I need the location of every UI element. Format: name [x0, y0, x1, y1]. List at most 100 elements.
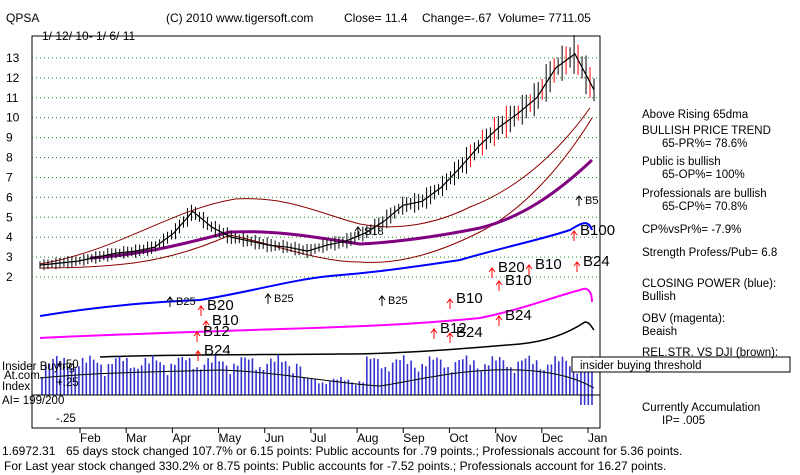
signal-arrow-2	[202, 320, 210, 331]
y-tick-13: 13	[6, 51, 20, 65]
insider-threshold-box	[571, 356, 791, 373]
signal-label-16: B100	[580, 222, 615, 239]
volume-value: Volume= 7711.05	[498, 11, 591, 25]
signal-label-3: B12	[203, 323, 230, 340]
signal-label-15: B5	[585, 195, 598, 207]
y-tick-12: 12	[6, 71, 20, 85]
y-tick-6: 6	[6, 190, 13, 204]
signal-label-17: B24	[583, 253, 610, 270]
signal-label-14: B24	[505, 307, 532, 324]
month-label-11: Jan	[588, 431, 607, 445]
signal-label-7: B25	[388, 295, 408, 307]
footer-prefix: 1.6972.31	[2, 444, 56, 458]
gridlines	[32, 57, 600, 278]
relative-strength-line	[99, 321, 595, 358]
month-label-2: Apr	[172, 431, 191, 445]
y-tick-9: 9	[6, 131, 13, 145]
y-tick-4: 4	[6, 230, 13, 244]
panel-line-7: 65-CP%= 70.8%	[662, 201, 747, 213]
signal-label-10: B24	[456, 324, 483, 341]
month-label-5: Jul	[311, 431, 326, 445]
signal-label-12: B10	[505, 272, 532, 289]
index-label: Index	[2, 381, 30, 393]
signal-arrow-5	[264, 293, 272, 304]
panel-line-6: Professionals are bullish	[642, 188, 767, 200]
signal-label-11: B20	[498, 259, 525, 276]
right-panel: Above Rising 65dma BULLISH PRICE TREND 6…	[642, 109, 778, 427]
obv-line	[39, 287, 593, 339]
panel-line-4: Public is bullish	[642, 156, 721, 168]
insider-buying-label: Insider Buying	[2, 361, 75, 373]
y-tick-8: 8	[6, 151, 13, 165]
month-label-3: May	[219, 431, 242, 445]
signal-label-5: B25	[274, 293, 294, 305]
signal-label-1: B20	[207, 297, 234, 314]
month-label-6: Aug	[357, 431, 378, 445]
atcom-label: At.com	[4, 370, 40, 382]
signal-arrow-14	[495, 315, 503, 326]
price-line	[39, 53, 595, 266]
signal-label-8: B10	[456, 290, 483, 307]
signal-label-9: B12	[440, 320, 467, 337]
month-label-8: Oct	[449, 431, 468, 445]
month-label-0: Feb	[80, 431, 101, 445]
signal-arrow-16	[570, 230, 578, 241]
signal-label-0: B25	[176, 296, 196, 308]
ticker: QPSA	[6, 11, 39, 25]
plus50-label: +.50	[56, 359, 79, 371]
panel-line-13: Beaish	[642, 326, 677, 338]
footer-line-2: For Last year stock changed 330.2% or 8.…	[4, 459, 666, 473]
change-value: Change=-.67	[422, 11, 492, 25]
closing-power-line	[39, 222, 593, 317]
y-tick-2: 2	[6, 270, 13, 284]
moving-average-65	[89, 158, 594, 260]
month-label-7: Sep	[403, 431, 425, 445]
month-label-1: Mar	[126, 431, 147, 445]
panel-line-16: IP= .005	[662, 415, 705, 427]
signal-arrow-8	[446, 298, 454, 309]
panel-line-9: Strength Profess/Pub= 6.8	[642, 247, 777, 259]
signal-label-6: S18	[364, 226, 384, 238]
panel-line-8: CP%vsPr%= -7.9%	[642, 224, 741, 236]
month-labels: Feb Mar Apr May Jun Jul Aug Sep Oct Nov Dec Jan	[79, 428, 607, 445]
signal-arrow-3	[193, 331, 201, 342]
panel-line-10: CLOSING POWER (blue):	[642, 278, 776, 290]
signal-arrow-9	[430, 328, 438, 339]
panel-line-2: BULLISH PRICE TREND	[642, 125, 771, 137]
panel-line-11: Bullish	[642, 291, 676, 303]
y-tick-7: 7	[6, 170, 13, 184]
footer-line-1: 65 days stock changed 107.7% or 6.15 poi…	[66, 444, 682, 458]
insider-threshold-label: insider buying threshold	[580, 360, 701, 372]
panel-line-3: 65-PR%= 78.6%	[662, 138, 747, 150]
signal-arrow-1	[197, 305, 205, 316]
upper-band	[39, 107, 591, 265]
month-label-4: Jun	[265, 431, 284, 445]
signal-arrow-13	[525, 264, 533, 275]
y-tick-10: 10	[6, 111, 20, 125]
price-bars	[39, 35, 595, 271]
signal-arrow-4	[194, 350, 202, 361]
y-tick-labels: 2 3 4 5 6 7 8 9 10 11 12 13	[6, 51, 20, 284]
month-label-9: Nov	[496, 431, 517, 445]
panel-line-5: 65-OP%= 100%	[662, 169, 745, 181]
signal-arrow-17	[573, 261, 581, 272]
signal-arrow-10	[446, 332, 454, 343]
plus25-label: +.25	[56, 377, 79, 389]
accumulation-histogram	[41, 355, 593, 405]
ai-label: AI= 199/200	[2, 395, 64, 407]
minus25-label: -.25	[56, 413, 76, 425]
signal-arrow-6	[354, 226, 362, 237]
signal-arrow-7	[378, 295, 386, 306]
signal-arrow-0	[166, 296, 174, 307]
accumulation-ma	[39, 369, 595, 389]
signal-arrow-11	[488, 267, 496, 278]
lower-band	[39, 117, 593, 269]
copyright: (C) 2010 www.tigersoft.com	[166, 11, 313, 25]
signal-arrow-12	[495, 280, 503, 291]
month-label-10: Dec	[542, 431, 563, 445]
panel-line-12: OBV (magenta):	[642, 313, 725, 325]
y-tick-3: 3	[6, 250, 13, 264]
close-value: Close= 11.4	[344, 11, 408, 25]
